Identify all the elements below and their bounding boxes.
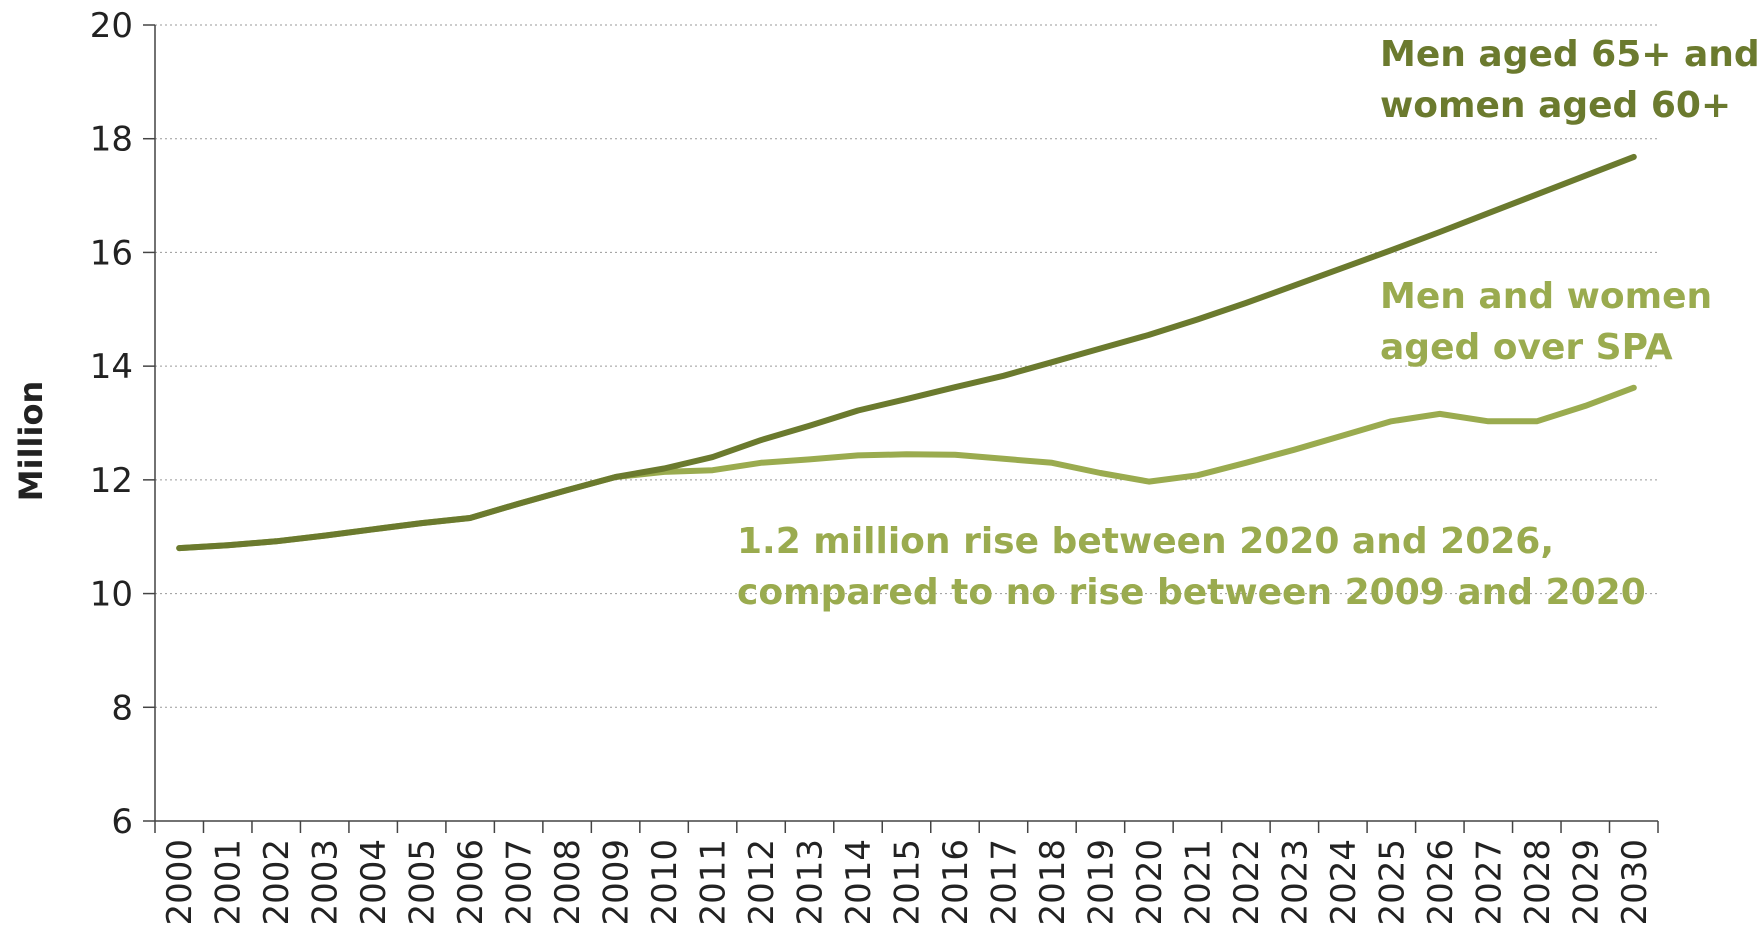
axes: [154, 25, 1658, 822]
rise-annotation: 1.2 million rise between 2020 and 2026, c…: [737, 521, 1646, 613]
x-tick-label: 2030: [1615, 839, 1655, 926]
x-tick-label: 2008: [548, 839, 588, 926]
x-tick-label: 2003: [306, 839, 346, 926]
x-tick-label: 2016: [936, 839, 976, 926]
x-tick-label: 2025: [1372, 839, 1412, 926]
y-axis-title: Million: [12, 381, 50, 501]
y-tick-label: 12: [90, 461, 133, 501]
x-tick-label: 2010: [645, 839, 685, 926]
x-tick-label: 2001: [209, 839, 249, 926]
x-tick-label: 2007: [500, 839, 540, 926]
x-tick-label: 2019: [1081, 839, 1121, 926]
x-tick-label: 2012: [742, 839, 782, 926]
y-tick-label: 8: [111, 688, 133, 728]
series-label-2-line: Men and women: [1380, 276, 1712, 317]
x-tick-label: 2017: [984, 839, 1024, 926]
series-lines: [176, 153, 1637, 552]
x-tick-label: 2011: [694, 839, 734, 926]
y-tick-label: 20: [90, 6, 133, 46]
annotations: Men aged 65+ and women aged 60+ Men and wo…: [737, 34, 1760, 613]
x-tick-label: 2023: [1275, 839, 1315, 926]
x-tick-label: 2018: [1033, 839, 1073, 926]
x-tick-label: 2014: [839, 839, 879, 926]
x-tick-label: 2004: [354, 839, 394, 926]
x-tick-labels: 2000 2001 2002 2003 2004 2005 2006 2007 2008 2009…: [160, 839, 1655, 926]
series-label-1: Men aged 65+ and women aged 60+: [1380, 34, 1760, 126]
y-tick-label: 14: [90, 347, 133, 387]
x-tick-label: 2009: [597, 839, 637, 926]
x-tick-label: 2024: [1324, 839, 1364, 926]
y-tick-label: 10: [90, 575, 133, 615]
x-tick-label: 2015: [888, 839, 928, 926]
x-tick-label: 2029: [1566, 839, 1606, 926]
rise-annotation-line: 1.2 million rise between 2020 and 2026,: [737, 521, 1554, 562]
x-tick-label: 2026: [1421, 839, 1461, 926]
x-tick-label: 2002: [257, 839, 297, 926]
x-tick-label: 2021: [1178, 839, 1218, 926]
x-tick-label: 2027: [1469, 839, 1509, 926]
x-tick-label: 2000: [160, 839, 200, 926]
series-line-1: [176, 153, 1637, 552]
gridlines: [143, 24, 1659, 833]
series-label-1-line: women aged 60+: [1380, 85, 1731, 126]
series-label-2-line: aged over SPA: [1380, 327, 1673, 368]
y-tick-label: 6: [111, 802, 133, 842]
x-tick-label: 2022: [1227, 839, 1267, 926]
x-tick-label: 2005: [403, 839, 443, 926]
y-tick-labels: 6 8 10 12 14 16 18 20: [90, 6, 133, 842]
x-tick-label: 2013: [791, 839, 831, 926]
x-tick-label: 2028: [1518, 839, 1558, 926]
rise-annotation-line: compared to no rise between 2009 and 202…: [737, 572, 1646, 613]
x-tick-label: 2020: [1130, 839, 1170, 926]
y-tick-label: 16: [90, 233, 133, 273]
x-tick-label: 2006: [451, 839, 491, 926]
series-label-1-line: Men aged 65+ and: [1380, 34, 1760, 75]
y-tick-label: 18: [90, 120, 133, 160]
series-label-2: Men and women aged over SPA: [1380, 276, 1712, 368]
